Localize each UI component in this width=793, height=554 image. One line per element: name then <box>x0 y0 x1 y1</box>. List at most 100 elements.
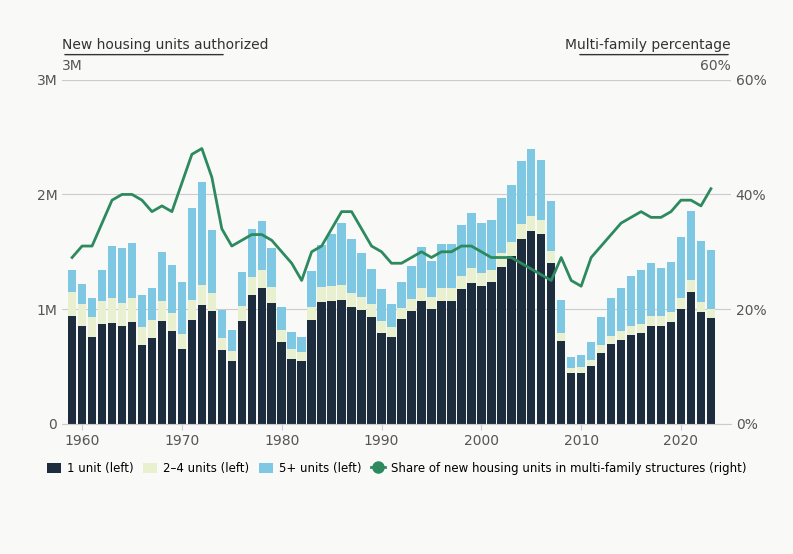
Bar <box>467 283 476 424</box>
Bar <box>487 282 496 424</box>
Legend: 1 unit (left), 2–4 units (left), 5+ units (left), Share of new housing units in : 1 unit (left), 2–4 units (left), 5+ unit… <box>42 458 751 480</box>
Bar <box>667 262 675 311</box>
Bar <box>317 287 326 302</box>
Bar <box>128 243 136 299</box>
Bar <box>687 292 695 424</box>
Bar <box>367 317 376 424</box>
Bar <box>497 254 506 267</box>
Bar <box>308 271 316 307</box>
Bar <box>487 270 496 282</box>
Bar <box>98 324 106 424</box>
Bar <box>537 160 546 220</box>
Bar <box>377 321 385 333</box>
Bar <box>507 242 515 257</box>
Bar <box>417 301 426 424</box>
Bar <box>228 361 236 424</box>
Bar <box>377 289 385 321</box>
Bar <box>417 247 426 288</box>
Bar <box>287 359 296 424</box>
Bar <box>108 322 117 424</box>
Bar <box>98 301 106 324</box>
Bar <box>367 304 376 317</box>
Bar <box>676 309 685 424</box>
Bar <box>557 341 565 424</box>
Bar <box>128 322 136 424</box>
Bar <box>208 230 216 293</box>
Bar <box>557 333 565 341</box>
Bar <box>88 317 96 337</box>
Bar <box>118 326 126 424</box>
Bar <box>118 248 126 302</box>
Bar <box>477 286 485 424</box>
Bar <box>527 150 535 216</box>
Bar <box>247 295 256 424</box>
Bar <box>676 298 685 309</box>
Bar <box>687 280 695 292</box>
Bar <box>587 360 596 366</box>
Bar <box>397 281 406 308</box>
Bar <box>597 316 605 345</box>
Bar <box>258 270 266 288</box>
Bar <box>437 244 446 288</box>
Bar <box>507 257 515 424</box>
Bar <box>297 361 306 424</box>
Bar <box>457 276 465 289</box>
Bar <box>427 310 435 424</box>
Bar <box>337 223 346 285</box>
Bar <box>557 300 565 333</box>
Bar <box>118 302 126 326</box>
Bar <box>267 248 276 287</box>
Bar <box>657 268 665 316</box>
Bar <box>607 344 615 424</box>
Bar <box>328 301 336 424</box>
Bar <box>387 327 396 337</box>
Bar <box>647 326 655 424</box>
Bar <box>676 237 685 298</box>
Bar <box>427 297 435 310</box>
Bar <box>447 301 456 424</box>
Bar <box>527 231 535 424</box>
Bar <box>497 267 506 424</box>
Bar <box>637 333 646 424</box>
Bar <box>547 252 555 264</box>
Bar <box>178 281 186 335</box>
Bar <box>167 331 176 424</box>
Bar <box>637 270 646 324</box>
Bar <box>178 335 186 350</box>
Bar <box>308 307 316 320</box>
Bar <box>197 305 206 424</box>
Bar <box>367 269 376 304</box>
Bar <box>517 161 526 224</box>
Bar <box>347 293 356 306</box>
Bar <box>587 342 596 360</box>
Bar <box>507 184 515 242</box>
Bar <box>188 208 196 300</box>
Bar <box>317 245 326 287</box>
Bar <box>457 225 465 276</box>
Bar <box>347 306 356 424</box>
Bar <box>278 330 286 342</box>
Bar <box>228 330 236 351</box>
Bar <box>487 220 496 270</box>
Bar <box>697 302 705 312</box>
Bar <box>158 301 167 321</box>
Bar <box>567 357 576 368</box>
Text: 3M: 3M <box>62 59 82 73</box>
Bar <box>387 337 396 424</box>
Bar <box>437 288 446 301</box>
Bar <box>577 373 585 424</box>
Bar <box>707 309 715 319</box>
Bar <box>287 349 296 359</box>
Bar <box>527 216 535 231</box>
Bar <box>197 182 206 285</box>
Bar <box>447 244 456 288</box>
Bar <box>98 270 106 301</box>
Bar <box>217 338 226 350</box>
Bar <box>417 288 426 301</box>
Bar <box>547 264 555 424</box>
Bar <box>637 324 646 333</box>
Bar <box>387 304 396 327</box>
Bar <box>667 311 675 322</box>
Bar <box>707 250 715 309</box>
Bar <box>297 337 306 352</box>
